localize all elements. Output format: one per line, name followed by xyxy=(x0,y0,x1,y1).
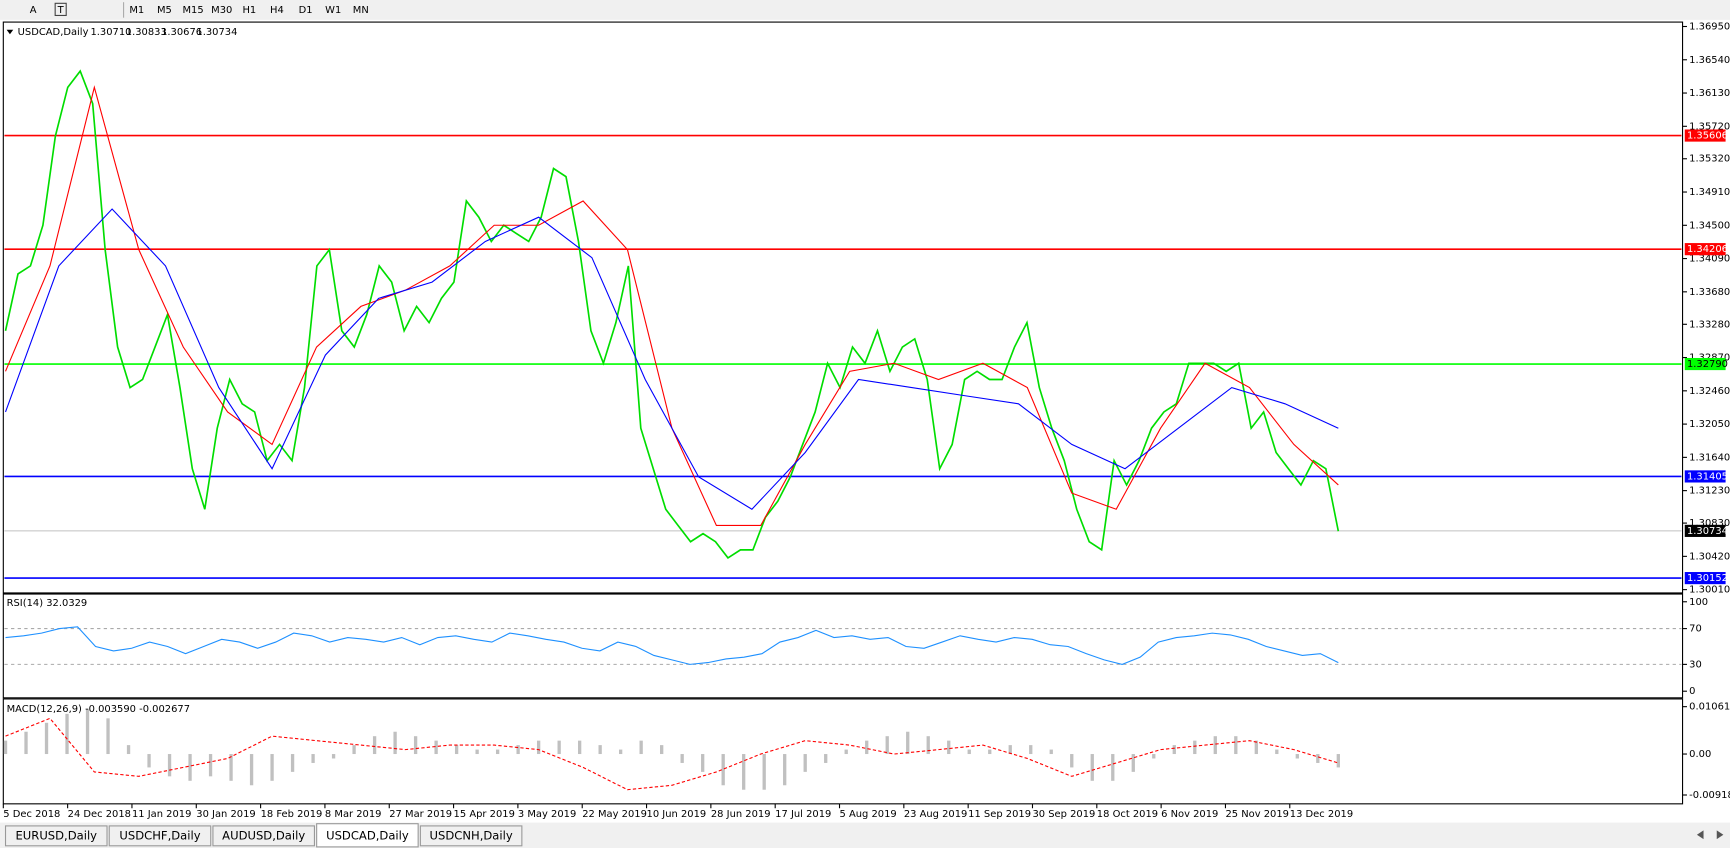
tab-label[interactable]: USDCAD,Daily xyxy=(326,828,409,842)
level-label: 1.31405 xyxy=(1687,471,1728,482)
x-tick-label: 15 Apr 2019 xyxy=(454,809,515,820)
y-tick-label: 1.30830 xyxy=(1689,518,1730,529)
y-tick-label: 1.36540 xyxy=(1689,55,1730,66)
tab[interactable] xyxy=(212,825,315,847)
y-tick-label: -0.009181 xyxy=(1689,790,1730,801)
x-tick-label: 30 Jan 2019 xyxy=(196,809,255,820)
price-panel xyxy=(2,21,1684,594)
tab-label[interactable]: EURUSD,Daily xyxy=(16,828,98,842)
tab[interactable] xyxy=(316,823,419,848)
timeframe-button[interactable]: H1 xyxy=(242,5,256,16)
scroll-right[interactable] xyxy=(1716,830,1724,840)
series-line xyxy=(5,626,1339,665)
rsi-panel xyxy=(2,593,1684,699)
y-tick-label: 1.35720 xyxy=(1689,121,1730,132)
y-tick-label: 0.00 xyxy=(1689,749,1711,760)
panel-title: MACD(12,26,9) -0.003590 -0.002677 xyxy=(7,704,190,715)
tab-label[interactable]: AUDUSD,Daily xyxy=(222,828,305,842)
y-tick-label: 70 xyxy=(1689,624,1702,635)
y-tick-label: 1.33280 xyxy=(1689,319,1730,330)
x-tick-label: 22 May 2019 xyxy=(582,809,647,820)
tool-box xyxy=(54,2,67,17)
timeframe-button[interactable]: M1 xyxy=(129,5,144,16)
tool-button[interactable]: T xyxy=(57,5,65,16)
header-value: 1.30833 xyxy=(126,27,167,38)
x-tick-label: 24 Dec 2018 xyxy=(68,809,131,820)
level-label: 1.34206 xyxy=(1687,244,1728,255)
x-tick-label: 27 Mar 2019 xyxy=(389,809,452,820)
y-tick-label: 1.30010 xyxy=(1689,585,1730,596)
x-tick-label: 11 Jan 2019 xyxy=(132,809,191,820)
level-label-box xyxy=(1684,243,1726,256)
level-label: 1.30152 xyxy=(1687,573,1728,584)
panel-title: USDCAD,Daily xyxy=(18,27,89,38)
y-tick-label: 0.010615 xyxy=(1689,702,1730,713)
header-value: 1.30676 xyxy=(161,27,202,38)
level-label: 1.32790 xyxy=(1687,359,1728,370)
y-tick-label: 1.34910 xyxy=(1689,187,1730,198)
y-tick-label: 1.30420 xyxy=(1689,551,1730,562)
timeframe-button[interactable]: MN xyxy=(353,5,369,16)
level-label-box xyxy=(1684,357,1726,371)
timeframe-button[interactable]: W1 xyxy=(325,5,341,16)
level-label-box xyxy=(1684,572,1726,585)
x-tick-label: 25 Nov 2019 xyxy=(1225,809,1289,820)
x-tick-label: 6 Nov 2019 xyxy=(1161,809,1218,820)
x-tick-label: 11 Sep 2019 xyxy=(968,809,1031,820)
tool-button[interactable]: A xyxy=(30,5,37,16)
y-tick-label: 1.31230 xyxy=(1689,486,1730,497)
header-value: 1.30710 xyxy=(90,27,131,38)
timeframe-button[interactable]: M30 xyxy=(211,5,232,16)
x-tick-label: 10 Jun 2019 xyxy=(647,809,707,820)
y-tick-label: 1.32050 xyxy=(1689,419,1730,430)
y-tick-label: 1.32460 xyxy=(1689,386,1730,397)
level-label-box xyxy=(1684,129,1726,142)
y-tick-label: 1.36950 xyxy=(1689,21,1730,32)
tab[interactable] xyxy=(419,825,523,847)
macd-panel xyxy=(2,698,1684,805)
x-tick-label: 5 Aug 2019 xyxy=(840,809,897,820)
timeframe-button[interactable]: D1 xyxy=(299,5,313,16)
header-value: 1.30734 xyxy=(196,27,237,38)
tab-label[interactable]: USDCNH,Daily xyxy=(430,828,513,842)
x-tick-label: 13 Dec 2019 xyxy=(1290,809,1353,820)
y-tick-label: 1.33680 xyxy=(1689,287,1730,298)
y-tick-label: 1.31640 xyxy=(1689,452,1730,463)
x-tick-label: 30 Sep 2019 xyxy=(1032,809,1095,820)
y-tick-label: 1.35320 xyxy=(1689,154,1730,165)
y-tick-label: 1.34090 xyxy=(1689,254,1730,265)
tab[interactable] xyxy=(4,825,108,847)
level-label-box xyxy=(1684,524,1726,537)
y-tick-label: 1.34500 xyxy=(1689,220,1730,231)
y-tick-label: 0 xyxy=(1689,686,1695,697)
y-tick-label: 1.36130 xyxy=(1689,88,1730,99)
tab[interactable] xyxy=(108,825,212,847)
x-tick-label: 23 Aug 2019 xyxy=(904,809,968,820)
level-label: 1.35606 xyxy=(1687,131,1728,142)
series-line xyxy=(4,208,1339,510)
x-tick-label: 17 Jul 2019 xyxy=(775,809,831,820)
timeframe-button[interactable]: H4 xyxy=(270,5,284,16)
panel-title: RSI(14) 32.0329 xyxy=(7,598,88,609)
timeframe-button[interactable]: M5 xyxy=(157,5,172,16)
collapse-arrow xyxy=(6,29,14,35)
x-tick-label: 3 May 2019 xyxy=(518,809,576,820)
level-label-box xyxy=(1684,470,1726,483)
scroll-left[interactable] xyxy=(1696,830,1704,840)
y-tick-label: 100 xyxy=(1689,597,1708,608)
x-tick-label: 18 Oct 2019 xyxy=(1097,809,1158,820)
x-tick-label: 28 Jun 2019 xyxy=(711,809,771,820)
level-label: 1.30734 xyxy=(1687,526,1728,537)
toolbar xyxy=(0,0,1730,20)
tab-label[interactable]: USDCHF,Daily xyxy=(119,828,200,842)
y-tick-label: 30 xyxy=(1689,659,1702,670)
x-tick-label: 18 Feb 2019 xyxy=(261,809,323,820)
x-tick-label: 5 Dec 2018 xyxy=(3,809,60,820)
signal-line xyxy=(5,717,1339,791)
timeframe-button[interactable]: M15 xyxy=(182,5,203,16)
x-tick-label: 8 Mar 2019 xyxy=(325,809,382,820)
